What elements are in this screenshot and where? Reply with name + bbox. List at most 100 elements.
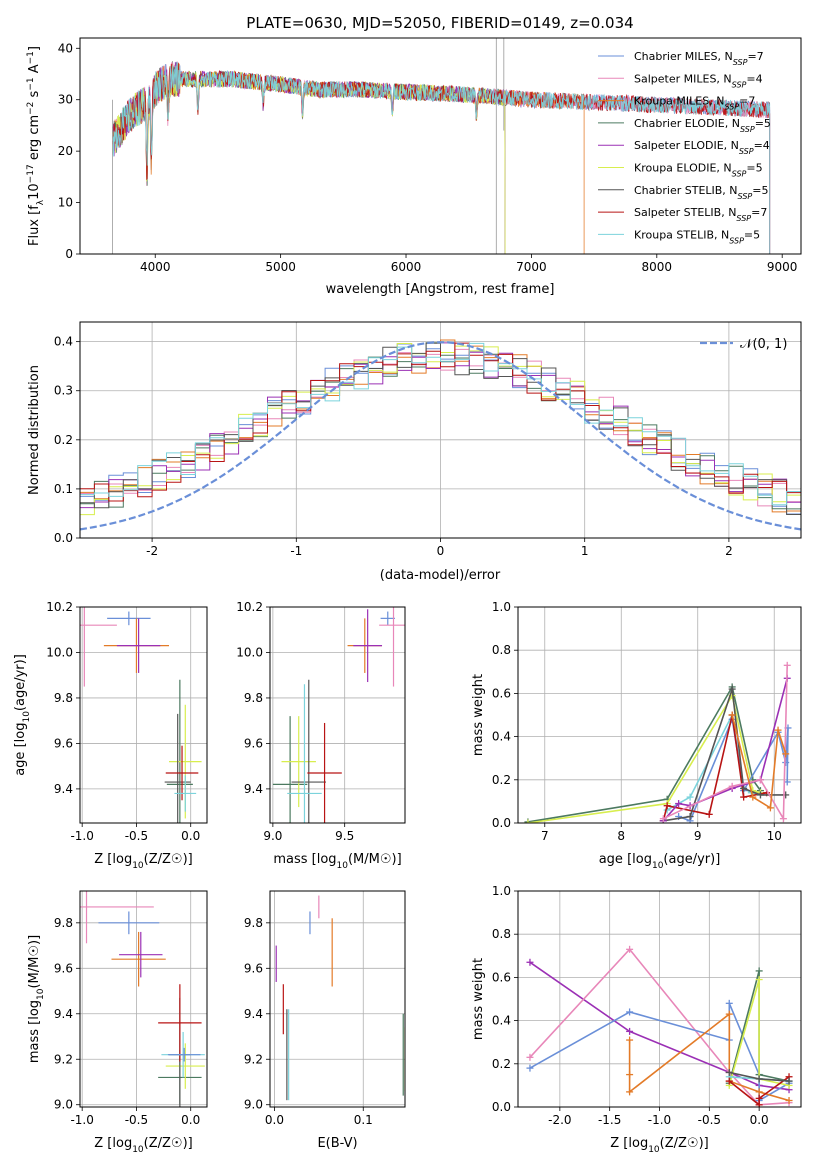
weight-marker [755,1094,763,1102]
y-tick-label: 9.4 [54,1007,73,1021]
x-tick-label: 0.0 [181,829,200,843]
axes: 0.0 0.1 9.0 9.2 9.4 9.6 9.8 [244,890,406,1127]
x-tick-label: 0.1 [354,1113,373,1127]
panel-z-vs-age: -1.0 -0.5 0.0 9.4 9.6 9.8 10.0 10.2 Z [log10(Z/Z… [13,600,208,871]
weight-marker [686,793,694,801]
y-tick-label: 0.2 [492,1057,511,1071]
weight-marker [785,1077,793,1085]
plot-area [80,607,202,823]
error-point [272,716,308,823]
x-tick-label: -0.5 [125,1113,148,1127]
x-tick-label: 1 [581,544,589,558]
panel-mass-vs-age: 9.0 9.5 9.4 9.6 9.8 10.0 10.2 mass [log10(M/M☉)… [236,600,406,871]
grid [270,606,405,823]
x-tick-label: -1 [290,544,302,558]
weight-marker [785,1097,793,1105]
error-point [307,722,342,823]
x-tick-label: -1.0 [70,829,93,843]
panel-residuals: -2 -1 0 1 2 0.0 0.1 0.2 0.3 0.4 (data-model)/error… [27,321,802,583]
y-tick-label: 30 [58,93,73,107]
y-tick-label: 0.3 [54,384,73,398]
y-tick-label: 20 [58,144,73,158]
y-tick-label: 9.6 [54,736,73,750]
x-tick-label: -1.0 [648,1113,671,1127]
y-tick-label: 9.8 [54,916,73,930]
y-tick-label: 40 [58,41,73,55]
error-point [165,745,199,801]
legend-label: Salpeter STELIB, NSSP=7 [634,206,767,223]
x-tick-label: 0.0 [750,1113,769,1127]
axes: -2.0 -1.5 -1.0 -0.5 0.0 0.0 0.2 0.4 0.6 0.8 1.0 [492,884,802,1127]
y-tick-label: 0.4 [54,335,73,349]
error-point [379,607,405,687]
error-point [158,984,202,1062]
error-point [281,716,316,808]
error-point [111,931,166,987]
panel-age-weights: 7 8 9 10 0.0 0.2 0.4 0.6 0.8 1.0 age [log10(age/yr… [471,600,802,871]
y-tick-label: 9.6 [244,736,263,750]
weight-marker [728,685,736,693]
axes-frame [269,606,406,824]
x-axis-label: age [log10(age/yr)] [599,852,721,871]
x-axis-label: (data-model)/error [380,568,501,583]
x-axis-label: Z [log10(Z/Z☉)] [94,1136,192,1155]
y-tick-label: 10.2 [236,600,263,614]
weight-marker [755,1101,763,1107]
error-point [380,611,395,626]
legend-label: Salpeter MILES, NSSP=4 [634,72,763,89]
y-tick-label: 0.2 [492,773,511,787]
weight-marker [782,750,790,758]
axes: 4000 5000 6000 7000 8000 9000 0 10 20 30 40 [58,37,802,274]
panel-z-weights: -2.0 -1.5 -1.0 -0.5 0.0 0.0 0.2 0.4 0.6 0.8 1.0 Z [… [471,884,802,1155]
weight-marker [526,1053,534,1061]
weight-marker [725,1010,733,1018]
x-tick-label: 10 [767,829,782,843]
y-axis-label: mass weight [471,674,486,756]
y-tick-label: 10.0 [236,645,263,659]
weight-marker [740,784,748,792]
x-axis-label: E(B-V) [317,1136,357,1151]
y-axis-label: Flux [fλ10−17 erg cm−2 s−1 A−1] [26,46,46,246]
page-title: PLATE=0630, MJD=52050, FIBERID=0149, z=0… [246,14,633,32]
y-tick-label: 0.2 [54,433,73,447]
y-tick-label: 9.8 [54,691,73,705]
y-tick-label: 1.0 [492,884,511,898]
y-tick-label: 9.0 [54,1098,73,1112]
y-tick-label: 9.6 [54,961,73,975]
legend: Chabrier MILES, NSSP=7 Salpeter MILES, NS… [598,50,771,245]
y-tick-label: 0.1 [54,482,73,496]
x-tick-label: -0.5 [698,1113,721,1127]
legend-label: Chabrier MILES, NSSP=7 [634,50,764,67]
x-tick-label: 8000 [642,260,673,274]
y-tick-label: 0.0 [54,531,73,545]
error-point [165,1043,205,1089]
weight-marker [783,661,791,669]
legend-label: Chabrier ELODIE, NSSP=5 [634,117,771,133]
error-point [167,1047,201,1062]
legend-label: 𝒩(0, 1) [740,337,787,352]
x-tick-label: 7000 [516,260,547,274]
weight-marker [756,776,764,784]
x-tick-label: -2 [146,544,158,558]
error-point [164,713,191,823]
weight-marker [725,1077,733,1085]
weight-line [678,716,789,822]
weight-marker [728,711,736,719]
x-axis-label: Z [log10(Z/Z☉)] [94,852,192,871]
error-point [174,775,197,812]
x-tick-label: 9.0 [263,829,282,843]
weight-marker [779,815,787,823]
weight-marker [626,1088,634,1096]
error-point [287,684,322,823]
weight-marker [755,1088,763,1096]
weight-marker [774,726,782,734]
x-tick-label: 0 [437,544,445,558]
x-tick-label: 2 [725,544,733,558]
axes: 9.0 9.5 9.4 9.6 9.8 10.0 10.2 [236,600,406,843]
weight-marker [755,1075,763,1083]
plot-area [80,339,801,531]
weight-marker [626,1008,634,1016]
weight-marker [755,967,763,975]
y-tick-label: 9.8 [244,916,263,930]
y-tick-label: 0.6 [492,970,511,984]
